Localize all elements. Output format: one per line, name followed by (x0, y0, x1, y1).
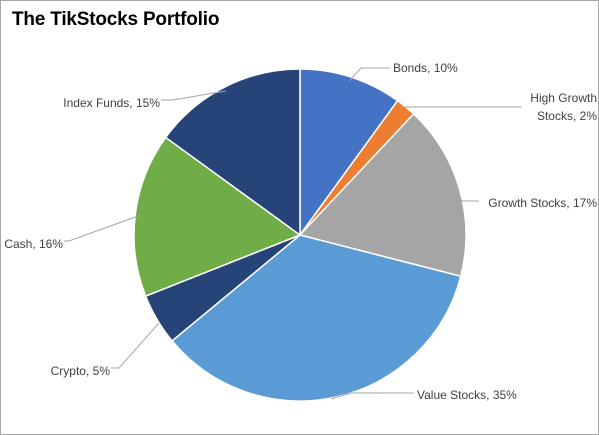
data-label-bonds: Bonds, 10% (393, 61, 458, 75)
leader-line-index-funds (161, 90, 227, 101)
data-label-cash: Cash, 16% (4, 237, 63, 251)
data-label-index-funds: Index Funds, 15% (63, 96, 160, 110)
pie-slice-bonds (299, 68, 399, 238)
data-label-crypto: Crypto, 5% (51, 364, 111, 378)
pie-slice-growth-stocks (298, 112, 467, 278)
data-label-value-stocks: Value Stocks, 35% (417, 388, 517, 402)
leader-line-growth-stocks (448, 190, 479, 202)
chart-title: The TikStocks Portfolio (12, 9, 220, 30)
leader-line-bonds (348, 67, 390, 82)
data-label-high-growth-stocks: High Growth (530, 91, 597, 105)
leader-line-cash (64, 214, 142, 242)
pie-slice-index-funds (164, 68, 301, 237)
leader-line-value-stocks (330, 392, 414, 400)
data-label-high-growth-stocks: Stocks, 2% (537, 109, 597, 123)
leader-line-crypto (111, 322, 160, 369)
pie-slice-cash (133, 136, 302, 298)
data-label-growth-stocks: Growth Stocks, 17% (488, 196, 597, 210)
